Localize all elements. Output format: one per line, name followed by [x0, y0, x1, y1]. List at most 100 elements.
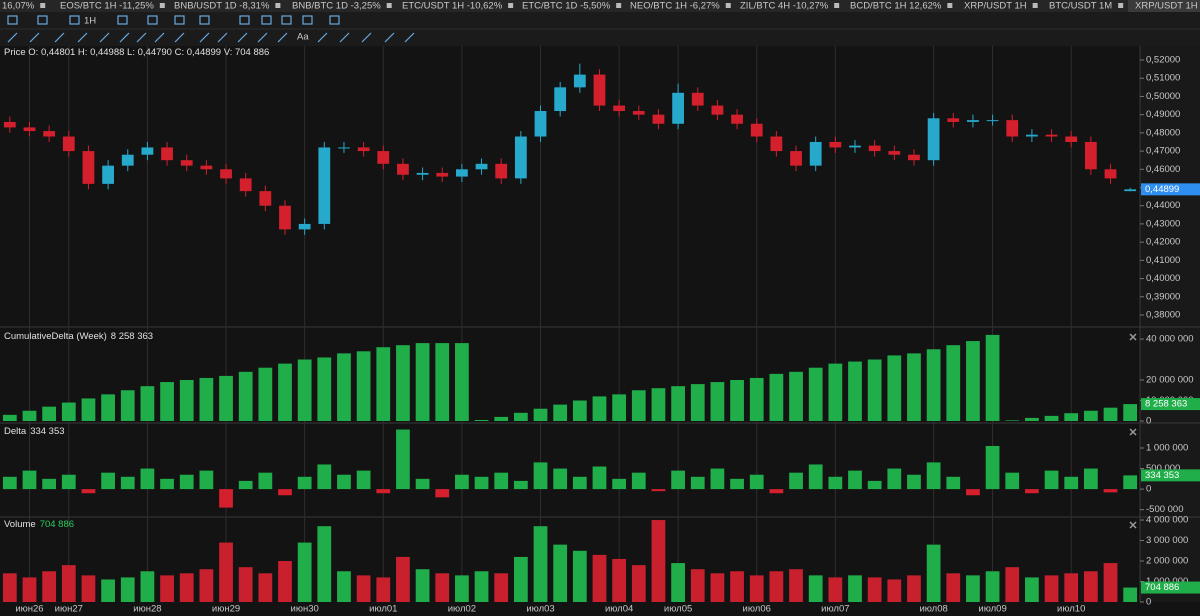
bar [1044, 415, 1059, 421]
bar [730, 380, 744, 421]
candle-body [514, 136, 527, 179]
interval-button[interactable]: 1H [84, 16, 96, 27]
toolbar-icon[interactable] [302, 15, 313, 25]
ticker-separator [1032, 3, 1038, 8]
bar [317, 464, 332, 490]
candle-body [279, 205, 291, 230]
bar [474, 571, 489, 602]
bar [1103, 489, 1118, 493]
y-tick-label: 0,51000 [1146, 73, 1180, 84]
toolbar-icon[interactable] [54, 32, 65, 43]
toolbar-icon[interactable] [384, 32, 395, 43]
bar [769, 489, 784, 494]
pane-title: Delta 334 353 [4, 426, 65, 437]
toolbar-icon[interactable] [7, 15, 18, 25]
toolbar-icon[interactable] [174, 15, 185, 25]
bar [985, 571, 1000, 602]
pane-title: Volume 704 886 [4, 519, 74, 530]
toolbar-icon[interactable] [257, 32, 268, 43]
toolbar-icon[interactable] [69, 15, 80, 25]
candle-body [1084, 141, 1097, 170]
ticker-bar [0, 0, 1200, 12]
y-tick-label: 0,46000 [1146, 164, 1180, 175]
y-tick-label: 0,43000 [1146, 218, 1180, 229]
candle-body [23, 127, 36, 132]
close-pane[interactable] [1129, 333, 1137, 341]
toolbar-icon[interactable] [154, 32, 165, 43]
ticker-item[interactable]: BCD/BTC 1H 12,62% [850, 1, 942, 12]
toolbar-icon[interactable] [136, 32, 147, 43]
bar [966, 575, 980, 602]
bar [887, 355, 902, 421]
toolbar-icon[interactable] [261, 15, 272, 25]
toolbar-icon[interactable] [7, 32, 18, 43]
bar [1103, 563, 1118, 602]
toolbar-icon[interactable] [361, 32, 372, 43]
bar [199, 377, 214, 421]
toolbar-icon[interactable] [281, 15, 292, 25]
close-pane[interactable] [1129, 428, 1137, 436]
toolbar-icon[interactable] [239, 15, 250, 25]
bar [533, 462, 548, 490]
bar [1064, 413, 1079, 421]
bar [966, 341, 980, 421]
toolbar-icon[interactable] [217, 32, 228, 43]
candle-body [82, 151, 95, 184]
toolbar-icon[interactable] [117, 15, 128, 25]
ticker-item[interactable]: XRP/USDT 1H [1135, 1, 1198, 12]
toolbar-icon[interactable] [147, 15, 158, 25]
active-tab[interactable] [1128, 0, 1200, 12]
candle-body [809, 141, 822, 166]
toolbar-icon[interactable] [404, 32, 415, 43]
bar [297, 476, 312, 490]
toolbar-icon[interactable] [77, 32, 88, 43]
ticker-item[interactable]: XRP/USDT 1H [964, 1, 1027, 12]
candle-body [1124, 189, 1137, 192]
y-tick-label: 0,52000 [1146, 55, 1180, 66]
candle-body [298, 223, 311, 230]
toolbar-icon[interactable] [99, 32, 110, 43]
x-tick-label: июн29 [212, 604, 240, 615]
bar [337, 353, 351, 421]
toolbar-icon[interactable] [199, 15, 210, 25]
toolbar-icon[interactable] [37, 15, 48, 25]
ticker-item[interactable]: EOS/BTC 1H -11,25% [60, 1, 154, 12]
toolbar-icon[interactable] [237, 32, 248, 43]
ticker-item[interactable]: 16,07% [2, 1, 35, 12]
toolbar-icon[interactable] [329, 15, 340, 25]
toolbar-icon[interactable] [119, 32, 130, 43]
last-value-label: 334 353 [1145, 470, 1179, 481]
bar [1005, 420, 1020, 421]
price-axis-area [1140, 46, 1200, 602]
candle-body [927, 118, 940, 161]
candle-body [456, 169, 468, 177]
ticker-item[interactable]: NEO/BTC 1H -6,27% [630, 1, 720, 12]
ticker-item[interactable]: ZIL/BTC 4H -10,27% [740, 1, 829, 12]
bar [749, 377, 764, 421]
bar [828, 363, 843, 421]
candle-body [868, 145, 881, 152]
toolbar-icon[interactable] [277, 32, 288, 43]
bar [1083, 468, 1098, 490]
candle-body [573, 74, 586, 88]
text-tool[interactable]: Aa [297, 32, 309, 43]
toolbar-icon[interactable] [29, 32, 40, 43]
candle-body [593, 74, 606, 106]
toolbar-icon[interactable] [199, 32, 210, 43]
ticker-item[interactable]: BNB/USDT 1D -8,31% [174, 1, 270, 12]
bar [985, 445, 1000, 490]
ticker-item[interactable]: BNB/BTC 1D -3,25% [292, 1, 381, 12]
ticker-item[interactable]: ETC/BTC 1D -5,50% [522, 1, 611, 12]
bar [1025, 489, 1039, 494]
toolbar-icon[interactable] [174, 32, 185, 43]
bar [61, 474, 76, 490]
close-pane[interactable] [1129, 521, 1137, 529]
toolbar-icon[interactable] [317, 32, 328, 43]
bar [101, 394, 115, 421]
bar [81, 398, 96, 421]
ticker-item[interactable]: BTC/USDT 1M [1049, 1, 1112, 12]
toolbar-icon[interactable] [339, 32, 350, 43]
candle-body [495, 163, 508, 179]
x-tick-label: июл10 [1057, 604, 1085, 615]
ticker-item[interactable]: ETC/USDT 1H -10,62% [402, 1, 503, 12]
